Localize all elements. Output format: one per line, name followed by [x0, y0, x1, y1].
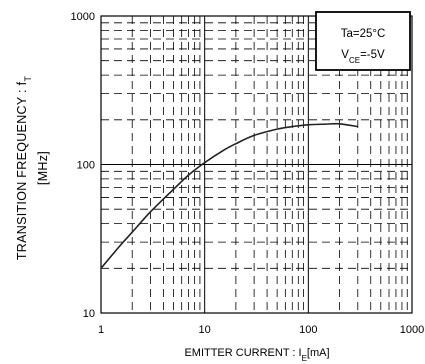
y-axis-title-sub: T: [23, 76, 33, 82]
condition-box: Ta=25°C VCE=-5V: [315, 11, 411, 71]
x-tick-label: 10: [199, 324, 211, 336]
series-line: [100, 122, 358, 269]
condition-voltage: VCE=-5V: [341, 49, 385, 65]
x-axis-title: EMITTER CURRENT : IE[mA]: [184, 347, 329, 363]
y-axis-title: TRANSITION FREQUENCY : fT: [15, 76, 33, 261]
y-axis-title-main: TRANSITION FREQUENCY : f: [15, 81, 29, 260]
y-tick-label: 100: [77, 160, 95, 172]
condition-voltage-tail: =-5V: [360, 49, 385, 61]
x-tick-label: 1: [98, 324, 104, 336]
condition-voltage-main: V: [341, 49, 349, 61]
x-tick-label: 1000: [400, 324, 424, 336]
condition-voltage-sub: CE: [349, 56, 360, 65]
y-axis-unit: [MHz]: [36, 151, 50, 185]
condition-temperature: Ta=25°C: [341, 28, 386, 40]
plot-frame: [100, 15, 413, 314]
y-tick-label: 10: [83, 308, 95, 320]
y-tick-label: 1000: [71, 11, 95, 23]
x-axis-title-sub: E: [302, 354, 307, 363]
grid: [101, 16, 412, 313]
x-axis-title-tail: [mA]: [307, 347, 330, 359]
x-tick-label: 100: [299, 324, 317, 336]
x-axis-title-main: EMITTER CURRENT : I: [184, 347, 301, 359]
condition-box-frame: [315, 11, 411, 71]
